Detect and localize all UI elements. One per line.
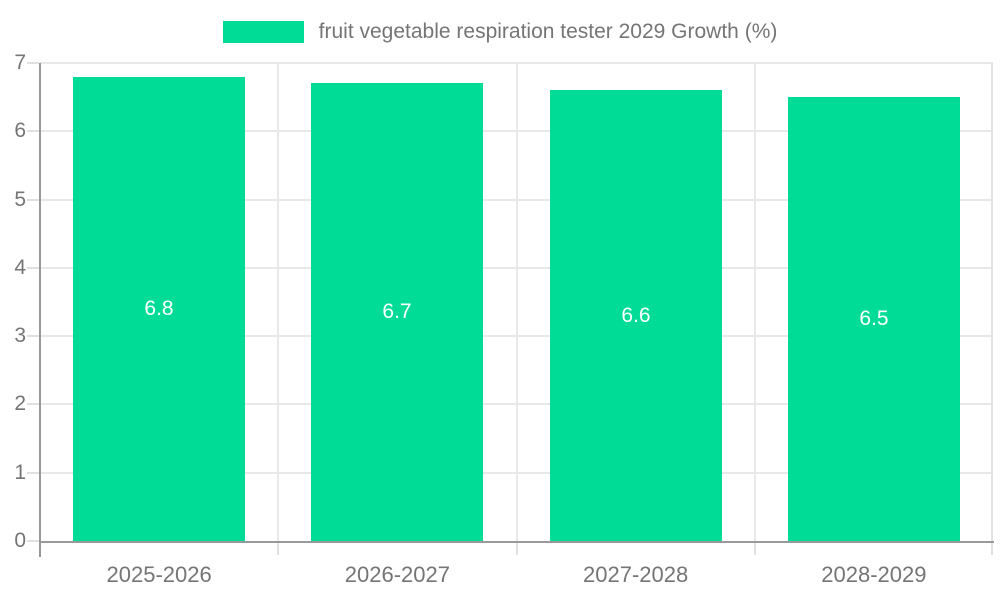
y-tick-label: 7 [14,51,26,74]
x-axis-tick [515,541,518,555]
x-axis-tick [991,541,993,555]
chart-legend[interactable]: fruit vegetable respiration tester 2029 … [0,20,1000,44]
legend-label[interactable]: fruit vegetable respiration tester 2029 … [318,20,778,43]
y-axis-tick [27,403,39,406]
x-grid-line [515,63,518,541]
y-tick-label: 4 [14,255,26,279]
y-axis-line [39,63,41,557]
x-tick-label: 2028-2029 [821,562,927,587]
bar-value-label: 6.5 [859,307,889,330]
bar[interactable]: 6.7 [311,83,483,541]
bar[interactable]: 6.5 [788,97,960,541]
plot-right-border [991,63,993,541]
y-tick-label: 5 [14,187,26,211]
y-tick-label: 1 [14,460,26,484]
y-axis-tick [27,266,39,269]
bar-value-label: 6.6 [621,303,651,327]
bar[interactable]: 6.8 [73,77,245,541]
x-tick-label: 2027-2028 [583,562,689,587]
y-axis-tick [27,540,39,542]
chart-plot-area: 0 1 2 3 4 5 6 7 6.8 2025-2026 6.7 2026-2027 6.6 2027-… [14,51,994,587]
x-tick-label: 2025-2026 [106,562,212,587]
bar-value-label: 6.7 [382,300,412,323]
y-axis-tick [27,130,39,133]
x-axis-line [39,541,994,543]
y-axis-tick [27,471,39,474]
y-tick-label: 0 [14,529,26,552]
y-axis-tick [27,62,39,64]
y-tick-label: 6 [14,119,26,143]
x-grid-line [277,63,280,541]
legend-swatch[interactable] [222,21,304,43]
x-axis-tick [277,541,280,555]
bar-value-label: 6.8 [144,297,174,320]
x-axis-tick [753,541,756,555]
y-tick-label: 2 [14,392,26,416]
y-axis-tick [27,198,39,201]
x-tick-label: 2026-2027 [344,562,450,587]
y-axis-tick [27,335,39,338]
y-tick-label: 3 [14,324,26,348]
x-grid-line [753,63,756,541]
bar[interactable]: 6.6 [550,90,722,541]
